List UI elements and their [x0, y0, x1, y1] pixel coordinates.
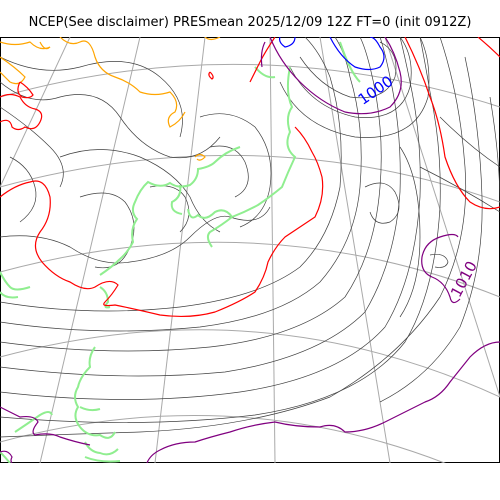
isobar-line [289, 37, 412, 118]
isobar-line [0, 37, 421, 400]
minor-isobars [0, 37, 500, 438]
coastline [99, 146, 241, 276]
isobar-line [421, 233, 461, 304]
isobar-line [0, 81, 221, 159]
isobar-line [364, 182, 400, 224]
isobar-line [249, 37, 276, 83]
isobar-line [204, 37, 221, 41]
isobar-line [0, 37, 342, 312]
coastline [187, 208, 233, 219]
parallel-line [0, 63, 500, 108]
map-title: NCEP(See disclaimer) PRESmean 2025/12/09… [28, 15, 472, 30]
isobar-line [429, 253, 449, 268]
coastline [0, 451, 11, 463]
meridian-line [0, 37, 71, 188]
isobar-line [0, 37, 362, 332]
isobar-line [0, 106, 64, 188]
meridian-line [384, 37, 500, 398]
isobar-line [0, 406, 91, 446]
isobar-line [399, 146, 421, 318]
parallel-line [0, 241, 500, 298]
coastline [79, 426, 116, 439]
coastline [84, 441, 119, 456]
isobar-line [329, 37, 385, 71]
isobar-line [379, 56, 483, 403]
isobar-line [9, 156, 37, 223]
isobar-line [208, 71, 214, 80]
coastline [339, 41, 361, 83]
isobar-1010 [0, 233, 500, 463]
isobar-line [0, 37, 382, 352]
pressure-map: 1000 1010 [0, 37, 500, 463]
meridian-line [39, 37, 141, 463]
isobar-line [0, 56, 183, 138]
isobar-line [0, 93, 43, 131]
isobar-line [260, 41, 266, 68]
meridian-line [269, 37, 276, 463]
isobar-line [278, 37, 296, 48]
map-frame [0, 37, 500, 463]
isobar-line [146, 341, 500, 463]
coastline [74, 346, 96, 428]
isobar-line [59, 37, 186, 128]
meridian-line [154, 37, 206, 463]
isobar-line [299, 41, 397, 99]
graticule [0, 37, 500, 463]
isobar-line [419, 166, 500, 213]
isobar-line [0, 41, 51, 50]
isobar-line [439, 116, 500, 168]
isobar-line [0, 126, 324, 318]
parallel-line [0, 329, 500, 398]
isobar-line [209, 145, 249, 198]
coastline [0, 271, 31, 291]
isobar-line [477, 37, 500, 58]
isobar-line [194, 153, 206, 161]
coastline [170, 184, 183, 215]
isobar-1008 [0, 37, 221, 161]
coastline [99, 286, 111, 309]
isobar-line [404, 37, 500, 210]
isobar-line [17, 81, 34, 99]
isobar-1000 [260, 37, 402, 115]
isobar-line [0, 450, 13, 463]
meridian-line [319, 37, 391, 463]
coastline [79, 406, 101, 412]
isobar-line [39, 41, 51, 50]
coastline [206, 66, 297, 248]
coastline [14, 411, 53, 433]
isobar-line [279, 37, 430, 138]
isobar-line [0, 37, 467, 438]
coastlines [0, 41, 361, 463]
coastline [0, 291, 19, 299]
isobar-line [0, 56, 26, 85]
isobar-996 [278, 37, 385, 71]
coastline [84, 456, 121, 463]
isobar-line [199, 113, 272, 228]
isobar-1004 [0, 37, 500, 318]
isobar-line [269, 37, 402, 115]
parallel-line [0, 154, 500, 203]
